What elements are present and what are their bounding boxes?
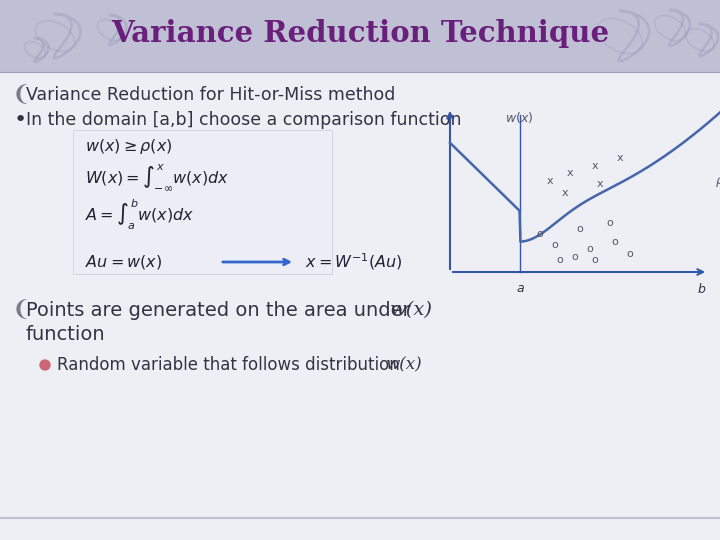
Text: x: x bbox=[562, 188, 568, 198]
Text: o: o bbox=[557, 255, 563, 265]
Text: $w(x)$: $w(x)$ bbox=[505, 110, 534, 125]
Text: o: o bbox=[611, 237, 618, 247]
Text: function: function bbox=[26, 325, 106, 343]
Text: o: o bbox=[552, 240, 559, 249]
Text: o: o bbox=[626, 249, 634, 259]
Text: o: o bbox=[572, 252, 578, 262]
Text: x: x bbox=[546, 176, 553, 186]
Text: ❨: ❨ bbox=[12, 85, 31, 105]
Text: $w(x) \geq \rho(x)$: $w(x) \geq \rho(x)$ bbox=[85, 138, 172, 157]
Text: o: o bbox=[607, 218, 613, 228]
Text: $Au = w(x)$: $Au = w(x)$ bbox=[85, 253, 162, 271]
Text: $W(x) = \int_{-\infty}^{x} w(x)dx$: $W(x) = \int_{-\infty}^{x} w(x)dx$ bbox=[85, 162, 230, 192]
Text: $x = W^{-1}(Au)$: $x = W^{-1}(Au)$ bbox=[305, 252, 402, 272]
Text: o: o bbox=[587, 244, 593, 254]
Text: Variance Reduction Technique: Variance Reduction Technique bbox=[111, 19, 609, 49]
Text: x: x bbox=[597, 179, 603, 189]
Text: In the domain [a,b] choose a comparison function: In the domain [a,b] choose a comparison … bbox=[26, 111, 462, 129]
FancyBboxPatch shape bbox=[73, 130, 332, 274]
Text: Variance Reduction for Hit-or-Miss method: Variance Reduction for Hit-or-Miss metho… bbox=[26, 86, 395, 104]
Text: •: • bbox=[14, 110, 27, 130]
Text: $b$: $b$ bbox=[698, 282, 706, 296]
Text: x: x bbox=[567, 168, 573, 178]
Text: w(x): w(x) bbox=[385, 356, 422, 374]
Text: Points are generated on the area under: Points are generated on the area under bbox=[26, 300, 417, 320]
Text: o: o bbox=[536, 229, 544, 239]
Text: $a$: $a$ bbox=[516, 282, 524, 295]
Text: o: o bbox=[592, 255, 598, 265]
Text: w(x): w(x) bbox=[390, 301, 433, 319]
Text: Random variable that follows distribution: Random variable that follows distributio… bbox=[57, 356, 410, 374]
Text: o: o bbox=[577, 225, 583, 234]
Text: $\rho(x)$: $\rho(x)$ bbox=[715, 172, 720, 190]
Text: x: x bbox=[592, 160, 598, 171]
Text: ❨: ❨ bbox=[12, 300, 31, 320]
Text: $A = \int_{a}^{b} w(x)dx$: $A = \int_{a}^{b} w(x)dx$ bbox=[85, 198, 194, 232]
Bar bbox=[0, 0, 720, 72]
Text: x: x bbox=[617, 153, 624, 163]
Circle shape bbox=[40, 360, 50, 370]
